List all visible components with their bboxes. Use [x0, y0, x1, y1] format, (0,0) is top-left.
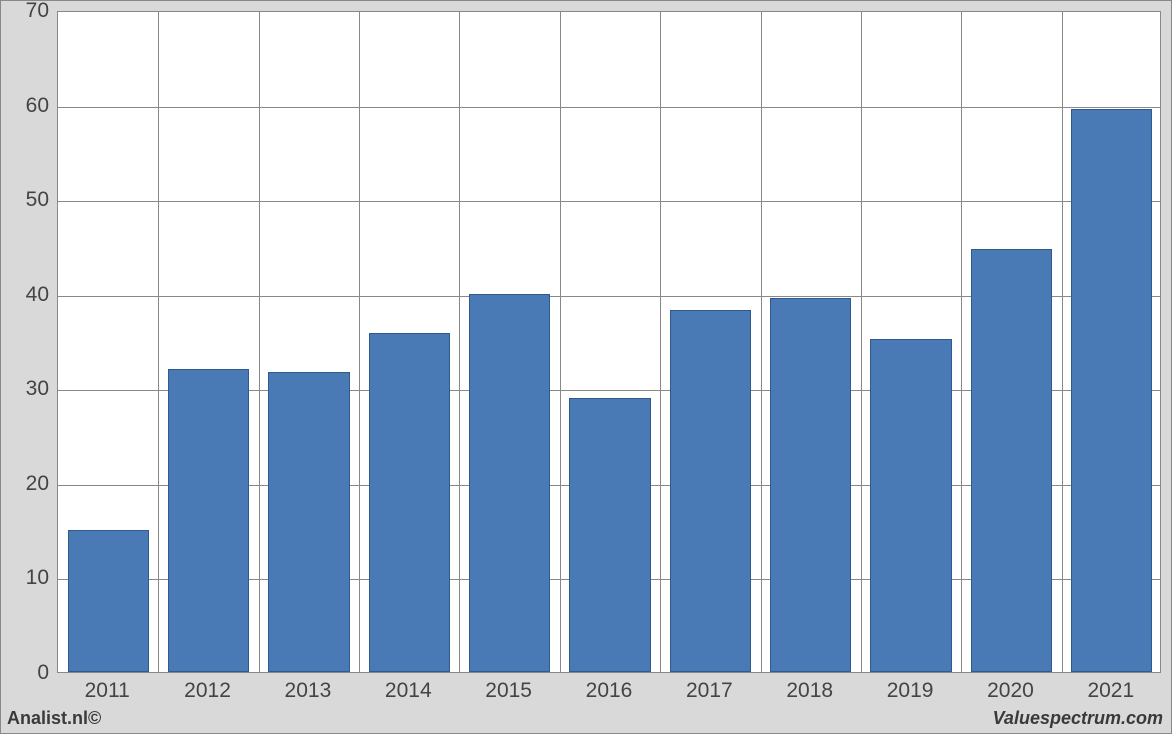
y-tick-label: 10: [1, 566, 49, 590]
footer-right-text: Valuespectrum.com: [993, 708, 1163, 729]
x-tick-label: 2016: [586, 679, 633, 703]
x-tick-label: 2014: [385, 679, 432, 703]
y-tick-label: 50: [1, 188, 49, 212]
y-tick-label: 70: [1, 0, 49, 23]
x-tick-label: 2020: [987, 679, 1034, 703]
bar: [770, 298, 851, 672]
x-tick-label: 2021: [1087, 679, 1134, 703]
y-tick-label: 0: [1, 661, 49, 685]
gridline-v: [1062, 12, 1063, 672]
bar: [268, 372, 349, 672]
bar: [971, 249, 1052, 672]
bar: [1071, 109, 1152, 672]
gridline-h: [58, 107, 1160, 108]
x-tick-label: 2017: [686, 679, 733, 703]
y-tick-label: 40: [1, 283, 49, 307]
bar: [168, 369, 249, 672]
footer-left-text: Analist.nl©: [7, 708, 101, 729]
gridline-v: [158, 12, 159, 672]
gridline-h: [58, 201, 1160, 202]
gridline-v: [961, 12, 962, 672]
bar: [670, 310, 751, 672]
bar: [369, 333, 450, 672]
y-tick-label: 30: [1, 377, 49, 401]
gridline-v: [560, 12, 561, 672]
bar: [469, 294, 550, 672]
chart-container: Analist.nl© Valuespectrum.com 0 10 20 30 40 5…: [0, 0, 1172, 734]
x-tick-label: 2013: [285, 679, 332, 703]
y-tick-label: 60: [1, 94, 49, 118]
x-tick-label: 2015: [485, 679, 532, 703]
y-tick-label: 20: [1, 472, 49, 496]
x-tick-label: 2011: [85, 679, 130, 703]
gridline-v: [861, 12, 862, 672]
bar: [569, 398, 650, 672]
x-tick-label: 2012: [184, 679, 231, 703]
plot-area: [57, 11, 1161, 673]
gridline-v: [761, 12, 762, 672]
bar: [870, 339, 951, 672]
gridline-v: [359, 12, 360, 672]
x-tick-label: 2019: [887, 679, 934, 703]
x-tick-label: 2018: [786, 679, 833, 703]
gridline-v: [459, 12, 460, 672]
gridline-v: [259, 12, 260, 672]
gridline-v: [660, 12, 661, 672]
bar: [68, 530, 149, 672]
